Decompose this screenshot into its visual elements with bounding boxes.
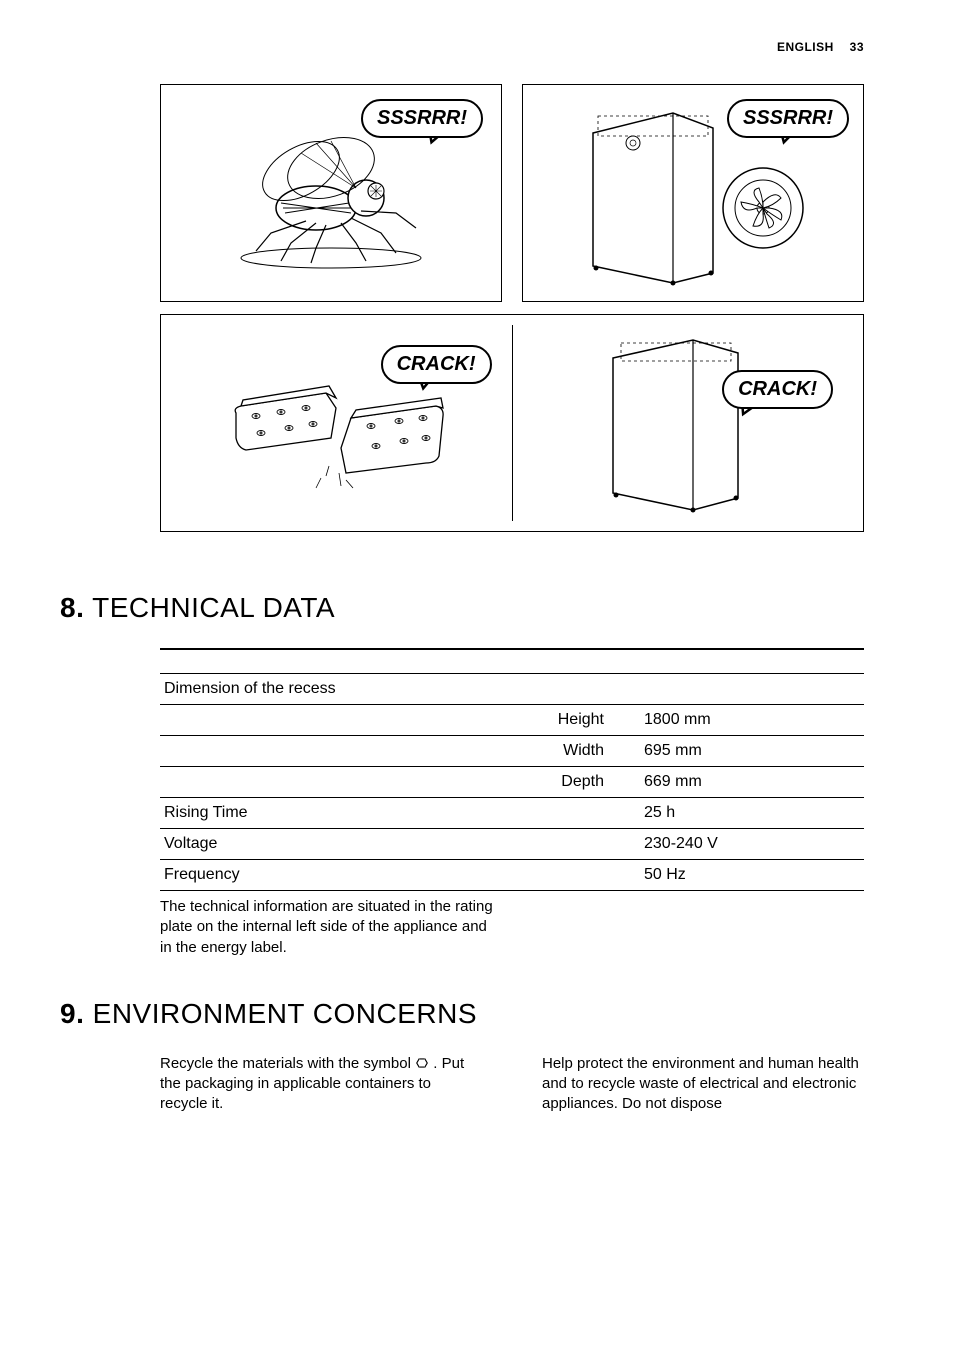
- spec-label: Frequency: [164, 866, 404, 884]
- spec-value: 669 mm: [644, 773, 860, 791]
- spec-label: Width: [404, 742, 644, 760]
- technical-data-table: Dimension of the recess Height 1800 mm W…: [160, 648, 864, 891]
- spec-label: Depth: [404, 773, 644, 791]
- illustration-crackers: CRACK!: [171, 325, 512, 521]
- table-row: Voltage 230-240 V: [160, 829, 864, 860]
- spec-label: Height: [404, 711, 644, 729]
- spec-label: Rising Time: [164, 804, 404, 822]
- page-number: 33: [850, 40, 864, 54]
- env-col-2: Help protect the environment and human h…: [542, 1054, 864, 1115]
- bubble-text: SSSRRR!: [743, 107, 833, 129]
- section-title: TECHNICAL DATA: [92, 592, 335, 623]
- illustration-fridge-crack: CRACK!: [513, 325, 854, 521]
- table-row: [160, 650, 864, 674]
- bubble-text: CRACK!: [738, 378, 817, 400]
- illustration-fridge-fan: SSSRRR!: [522, 84, 864, 302]
- spec-value: 1800 mm: [644, 711, 860, 729]
- environment-columns: Recycle the materials with the symbol . …: [160, 1054, 864, 1115]
- dimension-header: Dimension of the recess: [164, 680, 404, 698]
- env-heading: 9. ENVIRONMENT CONCERNS: [60, 998, 864, 1030]
- language-label: ENGLISH: [777, 40, 834, 54]
- table-row: Width 695 mm: [160, 736, 864, 767]
- table-row: Depth 669 mm: [160, 767, 864, 798]
- tech-note: The technical information are situated i…: [160, 897, 500, 958]
- fridge-icon: [573, 328, 793, 518]
- illustration-row-2: CRACK!: [160, 314, 864, 532]
- speech-bubble: CRACK!: [381, 345, 492, 384]
- speech-bubble: SSSRRR!: [361, 99, 483, 138]
- table-row: Height 1800 mm: [160, 705, 864, 736]
- table-row: Dimension of the recess: [160, 674, 864, 705]
- env-col-1: Recycle the materials with the symbol . …: [160, 1054, 482, 1115]
- section-number: 8.: [60, 592, 84, 623]
- page-header: ENGLISH 33: [60, 40, 864, 54]
- spec-value: 695 mm: [644, 742, 860, 760]
- table-row: Frequency 50 Hz: [160, 860, 864, 891]
- spec-label: Voltage: [164, 835, 404, 853]
- section-title: ENVIRONMENT CONCERNS: [93, 998, 477, 1029]
- spec-value: 25 h: [644, 804, 860, 822]
- illustration-row-1: SSSRRR! SSSRRR!: [160, 84, 864, 302]
- bubble-text: CRACK!: [397, 353, 476, 375]
- section-number: 9.: [60, 998, 84, 1029]
- bubble-text: SSSRRR!: [377, 107, 467, 129]
- env-text: Recycle the materials with the symbol: [160, 1055, 415, 1072]
- speech-bubble: SSSRRR!: [727, 99, 849, 138]
- recycle-icon: [415, 1056, 429, 1070]
- speech-bubble: CRACK!: [722, 370, 833, 409]
- table-row: Rising Time 25 h: [160, 798, 864, 829]
- illustration-fly: SSSRRR!: [160, 84, 502, 302]
- spec-value: 50 Hz: [644, 866, 860, 884]
- tech-heading: 8. TECHNICAL DATA: [60, 592, 864, 624]
- spec-value: 230-240 V: [644, 835, 860, 853]
